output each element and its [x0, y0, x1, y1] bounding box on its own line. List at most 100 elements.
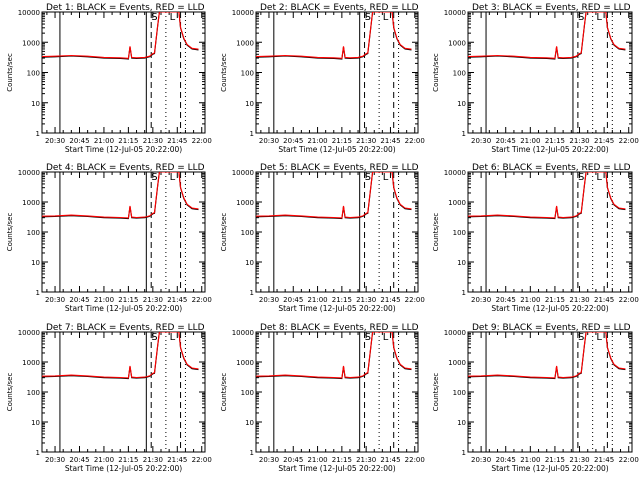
- lld-series-line: [42, 12, 199, 59]
- time-marker-label: S: [365, 12, 371, 23]
- x-tick-label: 20:45: [69, 137, 89, 145]
- panel-title: Det 8: BLACK = Events, RED = LLD: [260, 323, 419, 333]
- time-marker-label: L: [383, 12, 389, 23]
- y-tick-label: 1: [250, 130, 254, 138]
- x-tick-label: 21:45: [380, 456, 400, 464]
- panel-det-2: Det 2: BLACK = Events, RED = LLD 1 10 100 10…: [220, 3, 425, 154]
- x-tick-label: 21:15: [545, 456, 565, 464]
- y-tick-label: 1000: [22, 199, 40, 207]
- y-tick-label: 1: [36, 130, 40, 138]
- x-axis-label: Start Time (12-Jul-05 20:22:00): [65, 304, 182, 313]
- time-marker-label: L: [170, 332, 176, 343]
- time-marker-label: S: [365, 172, 371, 183]
- x-tick-label: 20:30: [45, 456, 65, 464]
- x-tick-label: 20:45: [283, 456, 303, 464]
- y-tick-label: 10000: [444, 9, 466, 17]
- x-tick-label: 21:00: [94, 296, 114, 304]
- time-marker-label: S: [151, 12, 157, 23]
- x-tick-label: 20:30: [259, 137, 279, 145]
- y-tick-label: 10000: [18, 329, 40, 337]
- x-tick-label: 20:45: [69, 456, 89, 464]
- time-marker-label: S: [578, 332, 584, 343]
- x-tick-label: 21:15: [332, 296, 352, 304]
- time-marker-label: L: [170, 12, 176, 23]
- y-axis-label: Counts/sec: [220, 213, 228, 252]
- x-tick-label: 21:00: [307, 296, 327, 304]
- time-marker-label: S: [365, 332, 371, 343]
- y-tick-label: 1000: [448, 359, 466, 367]
- y-tick-label: 1000: [236, 39, 254, 47]
- y-tick-label: 100: [453, 229, 466, 237]
- x-tick-label: 21:15: [545, 296, 565, 304]
- x-axis-label: Start Time (12-Jul-05 20:22:00): [278, 304, 395, 313]
- y-tick-label: 10: [457, 259, 466, 267]
- y-tick-label: 100: [241, 229, 254, 237]
- panel-title: Det 1: BLACK = Events, RED = LLD: [46, 3, 205, 13]
- x-tick-label: 20:30: [259, 456, 279, 464]
- time-marker-label: S: [578, 172, 584, 183]
- y-tick-label: 10000: [444, 329, 466, 337]
- y-tick-label: 100: [27, 70, 40, 78]
- y-tick-label: 10000: [232, 329, 254, 337]
- y-axis-label: Counts/sec: [432, 213, 440, 252]
- panel-det-6: Det 6: BLACK = Events, RED = LLD 1 10 100 10…: [432, 163, 639, 313]
- y-axis-label: Counts/sec: [6, 373, 14, 412]
- x-axis-label: Start Time (12-Jul-05 20:22:00): [278, 464, 395, 473]
- y-tick-label: 10: [31, 259, 40, 267]
- lld-series-line: [42, 172, 199, 219]
- y-tick-label: 10000: [232, 169, 254, 177]
- time-marker-label: L: [383, 332, 389, 343]
- x-tick-label: 21:45: [167, 296, 187, 304]
- lld-series-line: [256, 12, 412, 59]
- panel-det-7: Det 7: BLACK = Events, RED = LLD 1 10 100 10…: [6, 323, 212, 473]
- x-tick-label: 22:00: [405, 456, 425, 464]
- x-tick-label: 22:00: [619, 296, 639, 304]
- y-axis-label: Counts/sec: [220, 53, 228, 92]
- y-tick-label: 10: [245, 419, 254, 427]
- panel-det-3: Det 3: BLACK = Events, RED = LLD 1 10 100 10…: [432, 3, 639, 154]
- lld-series-line: [256, 172, 412, 219]
- x-axis-label: Start Time (12-Jul-05 20:22:00): [491, 304, 608, 313]
- x-tick-label: 22:00: [192, 456, 212, 464]
- panel-title: Det 9: BLACK = Events, RED = LLD: [472, 323, 631, 333]
- y-tick-label: 100: [241, 70, 254, 78]
- panel-title: Det 6: BLACK = Events, RED = LLD: [472, 163, 631, 173]
- x-tick-label: 20:30: [45, 137, 65, 145]
- y-tick-label: 10: [245, 100, 254, 108]
- x-tick-label: 20:45: [496, 137, 516, 145]
- x-tick-label: 21:45: [380, 296, 400, 304]
- x-tick-label: 21:45: [594, 456, 614, 464]
- x-tick-label: 21:00: [520, 456, 540, 464]
- y-tick-label: 1000: [236, 199, 254, 207]
- x-tick-label: 21:00: [307, 456, 327, 464]
- y-tick-label: 1000: [22, 359, 40, 367]
- panel-title: Det 4: BLACK = Events, RED = LLD: [46, 163, 205, 173]
- y-tick-label: 10: [245, 259, 254, 267]
- y-axis-label: Counts/sec: [220, 373, 228, 412]
- x-axis-label: Start Time (12-Jul-05 20:22:00): [65, 145, 182, 154]
- y-tick-label: 10000: [18, 169, 40, 177]
- panel-title: Det 7: BLACK = Events, RED = LLD: [46, 323, 205, 333]
- x-tick-label: 21:30: [569, 456, 589, 464]
- x-tick-label: 22:00: [405, 137, 425, 145]
- panel-det-8: Det 8: BLACK = Events, RED = LLD 1 10 100 10…: [220, 323, 425, 473]
- y-tick-label: 1000: [22, 39, 40, 47]
- panel-title: Det 5: BLACK = Events, RED = LLD: [260, 163, 419, 173]
- y-tick-label: 1: [462, 289, 466, 297]
- y-tick-label: 1000: [448, 39, 466, 47]
- x-tick-label: 21:00: [520, 137, 540, 145]
- lld-series-line: [468, 332, 626, 379]
- time-marker-label: S: [151, 332, 157, 343]
- x-tick-label: 21:45: [167, 137, 187, 145]
- y-axis-label: Counts/sec: [432, 53, 440, 92]
- x-tick-label: 21:45: [380, 137, 400, 145]
- lld-series-line: [256, 332, 412, 379]
- y-tick-label: 1: [462, 449, 466, 457]
- y-tick-label: 10000: [232, 9, 254, 17]
- x-tick-label: 21:15: [118, 456, 138, 464]
- y-tick-label: 100: [27, 389, 40, 397]
- x-tick-label: 20:30: [45, 296, 65, 304]
- lld-series-line: [468, 12, 626, 59]
- y-axis-label: Counts/sec: [432, 373, 440, 412]
- x-tick-label: 20:30: [471, 456, 491, 464]
